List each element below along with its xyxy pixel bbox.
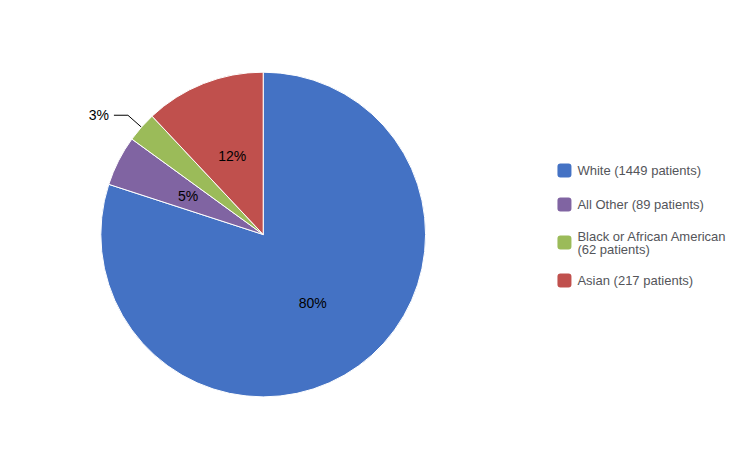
- svg-text:80%: 80%: [299, 295, 327, 311]
- svg-text:12%: 12%: [218, 148, 246, 164]
- svg-text:Asian (217 patients): Asian (217 patients): [577, 273, 693, 288]
- svg-text:5%: 5%: [178, 188, 198, 204]
- svg-text:Black or African American: Black or African American: [577, 228, 726, 244]
- svg-text:White (1449 patients): White (1449 patients): [577, 163, 701, 178]
- svg-text:3%: 3%: [89, 107, 109, 123]
- svg-text:(62 patients): (62 patients): [577, 242, 649, 257]
- svg-text:All Other (89 patients): All Other (89 patients): [577, 197, 703, 212]
